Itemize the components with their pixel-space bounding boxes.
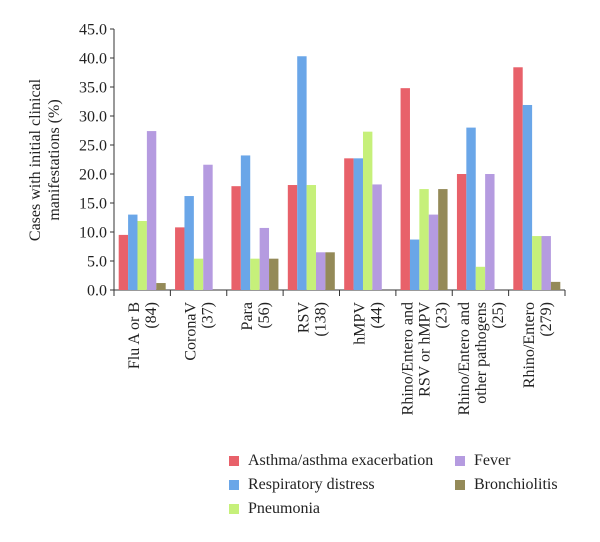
bar-respiratory-distress-2 bbox=[240, 155, 251, 290]
x-tick-label-line: Para bbox=[239, 302, 256, 330]
x-tick-label-line: (84) bbox=[143, 302, 160, 329]
bar-asthma-asthma-exacerbation-0 bbox=[118, 234, 129, 290]
x-tick-label: Para (56) bbox=[239, 302, 273, 330]
bars bbox=[118, 56, 561, 291]
bar-fever-7 bbox=[541, 236, 551, 290]
x-tick-label-line: (37) bbox=[200, 302, 217, 329]
x-tick-label-line: RSV or hMPV bbox=[417, 302, 434, 397]
x-tick-label: CoronaV (37) bbox=[183, 302, 217, 361]
y-axis-label: Cases with initial clinical manifestation… bbox=[27, 78, 63, 241]
y-axis-label-line: manifestations (%) bbox=[46, 99, 63, 220]
bar-fever-5 bbox=[428, 214, 439, 290]
x-tick-labels: Flu A or B (84) CoronaV (37) Para (56) RSV (138… bbox=[126, 302, 555, 416]
y-tick-label: 35.0 bbox=[79, 80, 107, 97]
bar-respiratory-distress-3 bbox=[297, 56, 307, 291]
x-tick-label-line: Rhino/Entero and bbox=[456, 302, 473, 415]
bar-asthma-asthma-exacerbation-4 bbox=[344, 158, 354, 290]
bar-pneumonia-0 bbox=[137, 220, 147, 290]
bar-pneumonia-7 bbox=[532, 236, 542, 290]
bar-respiratory-distress-1 bbox=[184, 196, 194, 290]
x-tick-label-line: (56) bbox=[256, 302, 273, 329]
bar-fever-4 bbox=[372, 184, 382, 290]
x-tick-label-line: CoronaV bbox=[183, 302, 200, 361]
y-tick-label: 25.0 bbox=[79, 138, 107, 155]
x-tick-label: Rhino/Entero and other pathogens (25) bbox=[456, 302, 507, 415]
x-tick-label: Rhino/Entero (279) bbox=[521, 302, 555, 388]
x-tick-label: Rhino/Entero and RSV or hMPV (23) bbox=[400, 302, 451, 416]
x-tick-label: RSV (138) bbox=[295, 302, 329, 337]
x-tick-label-line: (23) bbox=[434, 302, 451, 329]
bar-pneumonia-4 bbox=[362, 131, 373, 290]
x-tick-label-line: other pathogens bbox=[473, 302, 490, 404]
bar-fever-6 bbox=[485, 174, 495, 290]
bar-pneumonia-2 bbox=[250, 258, 260, 290]
bar-asthma-asthma-exacerbation-1 bbox=[175, 227, 185, 290]
bar-bronchiolitis-3 bbox=[325, 252, 335, 290]
x-tick-label-line: (279) bbox=[538, 302, 555, 337]
bar-pneumonia-5 bbox=[419, 189, 429, 290]
x-tick-label-line: Rhino/Entero bbox=[521, 302, 538, 388]
y-tick-label: 20.0 bbox=[79, 167, 107, 184]
y-tick-label: 15.0 bbox=[79, 196, 107, 213]
bar-asthma-asthma-exacerbation-6 bbox=[456, 174, 467, 290]
x-tick-label-line: RSV bbox=[295, 302, 312, 334]
bar-bronchiolitis-2 bbox=[269, 258, 279, 290]
x-tick-label-line: Rhino/Entero and bbox=[400, 302, 417, 415]
bar-pneumonia-1 bbox=[193, 258, 204, 290]
bar-fever-1 bbox=[203, 164, 213, 290]
x-tick-label: hMPV (44) bbox=[352, 302, 386, 345]
bar-pneumonia-6 bbox=[475, 266, 486, 290]
y-tick-label: 0.0 bbox=[87, 283, 107, 300]
bar-asthma-asthma-exacerbation-3 bbox=[287, 185, 298, 290]
x-tick-label-line: Flu A or B bbox=[126, 302, 143, 369]
bar-bronchiolitis-5 bbox=[438, 189, 448, 290]
y-tick-label: 40.0 bbox=[79, 51, 107, 68]
bar-respiratory-distress-4 bbox=[353, 158, 363, 290]
bar-asthma-asthma-exacerbation-2 bbox=[231, 186, 241, 290]
y-tick-label: 10.0 bbox=[79, 225, 107, 242]
bar-asthma-asthma-exacerbation-7 bbox=[513, 67, 523, 290]
x-tick-label-line: (25) bbox=[490, 302, 507, 329]
y-axis-label-line: Cases with initial clinical bbox=[27, 78, 44, 241]
bar-bronchiolitis-0 bbox=[156, 283, 166, 290]
x-tick-label: Flu A or B (84) bbox=[126, 302, 160, 369]
y-tick-label: 45.0 bbox=[79, 22, 107, 39]
y-tick-label: 30.0 bbox=[79, 109, 107, 126]
bar-fever-0 bbox=[146, 131, 157, 290]
y-tick-labels: 0.0 5.0 10.0 15.0 20.0 25.0 30.0 35.0 40.0 45.0 bbox=[79, 22, 107, 300]
bar-respiratory-distress-0 bbox=[128, 214, 138, 290]
bar-respiratory-distress-6 bbox=[466, 127, 476, 290]
bar-pneumonia-3 bbox=[306, 185, 317, 290]
bar-fever-3 bbox=[316, 252, 326, 290]
y-tick-label: 5.0 bbox=[87, 254, 107, 271]
x-tick-label-line: hMPV bbox=[352, 302, 369, 345]
bar-respiratory-distress-5 bbox=[409, 239, 420, 290]
x-tick-label-line: (138) bbox=[312, 302, 329, 337]
x-tick-label-line: (44) bbox=[369, 302, 386, 329]
bar-fever-2 bbox=[259, 227, 270, 290]
bar-bronchiolitis-7 bbox=[550, 281, 561, 290]
bar-asthma-asthma-exacerbation-5 bbox=[400, 88, 410, 290]
bar-respiratory-distress-7 bbox=[522, 104, 533, 290]
